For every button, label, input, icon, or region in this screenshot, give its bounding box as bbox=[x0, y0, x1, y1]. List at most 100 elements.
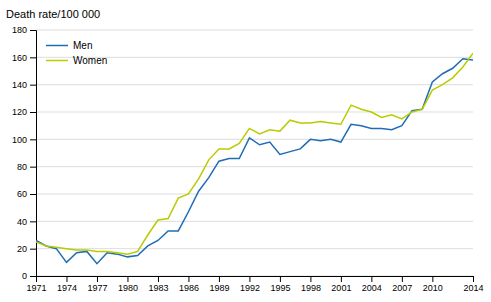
tick-label: 1983 bbox=[148, 283, 168, 293]
tick-label: 100 bbox=[12, 135, 27, 145]
tick-label: 1995 bbox=[270, 283, 290, 293]
tick: 2001 bbox=[331, 276, 351, 293]
tick-label: 160 bbox=[12, 53, 27, 63]
tick-label: 1977 bbox=[87, 283, 107, 293]
legend: Men Women bbox=[46, 40, 107, 66]
tick-label: 2007 bbox=[392, 283, 412, 293]
tick-mark bbox=[30, 85, 36, 86]
tick-label: 120 bbox=[12, 107, 27, 117]
y-axis-title: Death rate/100 000 bbox=[6, 8, 100, 20]
plot: 1971 1974 1977 1980 1983 1986 1989 1992 1995 1998… bbox=[12, 25, 484, 293]
tick: 2014 bbox=[463, 276, 483, 293]
legend-label: Women bbox=[73, 55, 107, 66]
y-axis: 0 20 40 60 80 100 120 140 160 180 bbox=[12, 25, 37, 281]
tick: 1986 bbox=[179, 276, 199, 293]
line bbox=[36, 59, 473, 264]
tick-label: 60 bbox=[17, 189, 27, 199]
tick-label: 140 bbox=[12, 80, 27, 90]
grid-line bbox=[36, 139, 473, 140]
tick: 2010 bbox=[423, 276, 443, 293]
tick-mark bbox=[30, 139, 36, 140]
tick-mark bbox=[30, 57, 36, 58]
tick: 0 bbox=[22, 271, 36, 281]
tick-mark bbox=[341, 276, 342, 282]
tick: 20 bbox=[17, 244, 36, 254]
tick-mark bbox=[97, 276, 98, 282]
lines bbox=[36, 53, 473, 263]
axis-line bbox=[37, 277, 474, 283]
tick: 60 bbox=[17, 189, 36, 199]
tick-label: 2010 bbox=[423, 283, 443, 293]
tick: 2007 bbox=[392, 276, 412, 293]
tick-mark bbox=[30, 249, 36, 250]
tick-label: 1998 bbox=[301, 283, 321, 293]
legend-label: Men bbox=[73, 40, 92, 51]
tick: 1989 bbox=[209, 276, 229, 293]
tick-label: 40 bbox=[17, 217, 27, 227]
tick: 140 bbox=[12, 80, 36, 90]
tick-label: 180 bbox=[12, 25, 27, 35]
tick-mark bbox=[188, 276, 189, 282]
tick: 160 bbox=[12, 53, 36, 63]
grid-line bbox=[36, 194, 473, 195]
tick: 1995 bbox=[270, 276, 290, 293]
tick-label: 1989 bbox=[209, 283, 229, 293]
legend-swatch bbox=[46, 60, 68, 62]
grid bbox=[36, 30, 473, 276]
tick-mark bbox=[219, 276, 220, 282]
chart: 1971 1974 1977 1980 1983 1986 1989 1992 1995 1998… bbox=[0, 0, 491, 302]
tick-label: 2004 bbox=[362, 283, 382, 293]
tick: 1998 bbox=[301, 276, 321, 293]
tick-label: 0 bbox=[22, 271, 27, 281]
tick: 1980 bbox=[118, 276, 138, 293]
tick: 120 bbox=[12, 107, 36, 117]
tick-mark bbox=[249, 276, 250, 282]
legend-item: Men bbox=[46, 40, 92, 51]
grid-line bbox=[36, 221, 473, 222]
tick-mark bbox=[158, 276, 159, 282]
legend-swatch bbox=[46, 45, 68, 47]
tick-label: 1992 bbox=[240, 283, 260, 293]
tick-label: 1974 bbox=[57, 283, 77, 293]
grid-line bbox=[36, 84, 473, 85]
tick: 1974 bbox=[57, 276, 77, 293]
axis-line bbox=[30, 31, 37, 277]
tick-label: 1986 bbox=[179, 283, 199, 293]
line bbox=[36, 53, 473, 254]
tick-label: 20 bbox=[17, 244, 27, 254]
tick-mark bbox=[127, 276, 128, 282]
tick-mark bbox=[432, 276, 433, 282]
tick-mark bbox=[30, 276, 36, 277]
grid-line bbox=[36, 30, 473, 31]
tick-mark bbox=[473, 276, 474, 282]
grid-line bbox=[36, 112, 473, 113]
tick-label: 2001 bbox=[331, 283, 351, 293]
tick-mark bbox=[402, 276, 403, 282]
tick-mark bbox=[371, 276, 372, 282]
tick-mark bbox=[30, 112, 36, 113]
tick-mark bbox=[280, 276, 281, 282]
tick-mark bbox=[30, 194, 36, 195]
tick-label: 80 bbox=[17, 162, 27, 172]
tick: 100 bbox=[12, 135, 36, 145]
grid-line bbox=[36, 166, 473, 167]
x-axis: 1971 1974 1977 1980 1983 1986 1989 1992 1995 1998… bbox=[26, 276, 483, 293]
tick: 80 bbox=[17, 162, 36, 172]
tick: 40 bbox=[17, 217, 36, 227]
tick-mark bbox=[30, 167, 36, 168]
tick: 2004 bbox=[362, 276, 382, 293]
tick: 1992 bbox=[240, 276, 260, 293]
tick: 1971 bbox=[26, 276, 46, 293]
tick-mark bbox=[30, 221, 36, 222]
tick-mark bbox=[30, 30, 36, 31]
tick: 180 bbox=[12, 25, 36, 35]
tick-label: 1971 bbox=[26, 283, 46, 293]
legend-item: Women bbox=[46, 55, 107, 66]
tick-label: 1980 bbox=[118, 283, 138, 293]
tick: 1983 bbox=[148, 276, 168, 293]
tick-label: 2014 bbox=[463, 283, 483, 293]
grid-line bbox=[36, 248, 473, 249]
tick-mark bbox=[310, 276, 311, 282]
tick: 1977 bbox=[87, 276, 107, 293]
tick-mark bbox=[66, 276, 67, 282]
